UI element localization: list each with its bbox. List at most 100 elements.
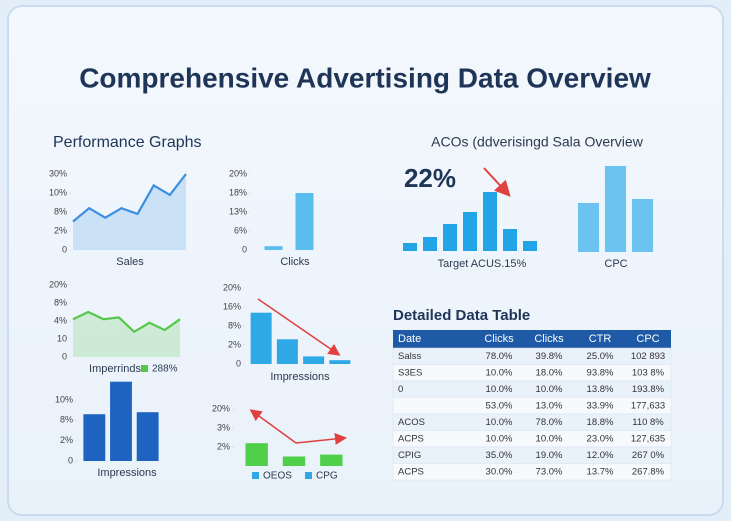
x-axis-label: Sales [116, 256, 144, 268]
legend-label: OEOS [263, 471, 292, 482]
bar [443, 224, 457, 251]
y-tick-label: 2% [217, 441, 230, 451]
y-tick-label: 2% [228, 339, 241, 349]
bar [83, 414, 106, 461]
table-cell: ACPS [398, 466, 424, 477]
table-cell: 13.7% [587, 466, 614, 477]
y-tick-label: 4% [54, 315, 67, 325]
bar [303, 356, 325, 364]
y-tick-label: 0 [236, 358, 241, 368]
y-tick-label: 8% [54, 206, 67, 216]
x-axis-label: CPC [604, 258, 627, 270]
y-tick-label: 8% [60, 415, 73, 425]
arrow [249, 409, 297, 444]
table-cell: 10.0% [486, 384, 513, 395]
table-cell: 0 [398, 384, 403, 395]
y-tick-label: 30% [49, 168, 67, 178]
arrow [295, 432, 347, 445]
bar [295, 193, 314, 250]
table-cell: Salss [398, 351, 421, 362]
table-cell: 10.0% [536, 433, 563, 444]
legend-swatch [305, 472, 312, 479]
area [73, 312, 180, 357]
x-axis-label: Imperrinds [89, 363, 141, 375]
table-row [392, 430, 672, 448]
line [72, 310, 181, 334]
legend-swatch [252, 472, 259, 479]
table-cell: 103 8% [632, 367, 665, 378]
legend-swatch [141, 365, 148, 372]
bar [423, 237, 437, 251]
bar [483, 192, 497, 251]
table-cell: 35.0% [486, 450, 513, 461]
legend-label: CPG [316, 471, 338, 482]
table-cell: 23.0% [587, 433, 614, 444]
x-axis-label: Impressions [270, 371, 330, 383]
y-tick-label: 0 [242, 244, 247, 254]
table-cell: 12.0% [587, 450, 614, 461]
x-axis-label: Target ACUS.15% [438, 258, 527, 270]
y-tick-label: 20% [223, 282, 241, 292]
bar [403, 243, 417, 251]
bar [136, 412, 159, 461]
bar [523, 241, 537, 251]
header-cell: CTR [589, 333, 612, 345]
chart-title: ACOs (ddverisingd Sala Overview [431, 134, 644, 150]
table-cell: 33.9% [587, 400, 614, 411]
arrow [257, 298, 341, 356]
table-row [392, 380, 672, 398]
y-tick-label: 8% [228, 320, 241, 330]
table-cell: 53.0% [486, 400, 513, 411]
y-tick-label: 13% [229, 206, 247, 216]
table-cell: 102 893 [631, 351, 665, 362]
header-cell: Clicks [484, 333, 514, 345]
table-cell: 10.0% [486, 433, 513, 444]
table-cell: 177,633 [631, 400, 665, 411]
table-cell: ACPS [398, 433, 424, 444]
line [72, 173, 187, 223]
bar [245, 443, 268, 466]
y-tick-label: 0 [62, 244, 67, 254]
bar [320, 454, 343, 466]
table-cell: 78.0% [486, 351, 513, 362]
table-cell: 10.0% [486, 417, 513, 428]
table-cell: 10.0% [536, 384, 563, 395]
table-row [392, 364, 672, 382]
x-axis-label: Impressions [97, 467, 157, 479]
table-cell: 93.8% [587, 367, 614, 378]
table-row [392, 347, 672, 365]
bar [250, 312, 272, 364]
table-title: Detailed Data Table [393, 307, 530, 324]
bar [577, 203, 600, 252]
x-axis-label: Clicks [280, 256, 310, 268]
table-cell: CPIG [398, 450, 421, 461]
y-tick-label: 2% [60, 435, 73, 445]
bar [282, 456, 306, 466]
y-tick-label: 20% [49, 279, 67, 289]
table-row [392, 397, 672, 415]
bar [463, 212, 477, 251]
y-tick-label: 10% [55, 394, 73, 404]
table-cell: S3ES [398, 367, 422, 378]
annotation: 22% [404, 163, 456, 193]
table-cell: 78.0% [536, 417, 563, 428]
y-tick-label: 20% [212, 403, 230, 413]
bar [110, 381, 132, 461]
table-header [393, 330, 671, 348]
bar [503, 229, 517, 251]
bar [264, 246, 283, 250]
bar [631, 199, 654, 252]
table-cell: ACOS [398, 417, 425, 428]
y-tick-label: 18% [229, 187, 247, 197]
table-cell: 25.0% [587, 351, 614, 362]
table-cell: 18.8% [587, 417, 614, 428]
table-cell: 110 8% [632, 417, 664, 428]
bar [329, 360, 351, 364]
header-cell: Clicks [534, 333, 564, 345]
legend-label: 288% [152, 364, 178, 375]
table-cell: 193.8% [632, 384, 665, 395]
table-row [392, 463, 672, 481]
bar [604, 166, 627, 252]
table-cell: 10.0% [486, 367, 513, 378]
